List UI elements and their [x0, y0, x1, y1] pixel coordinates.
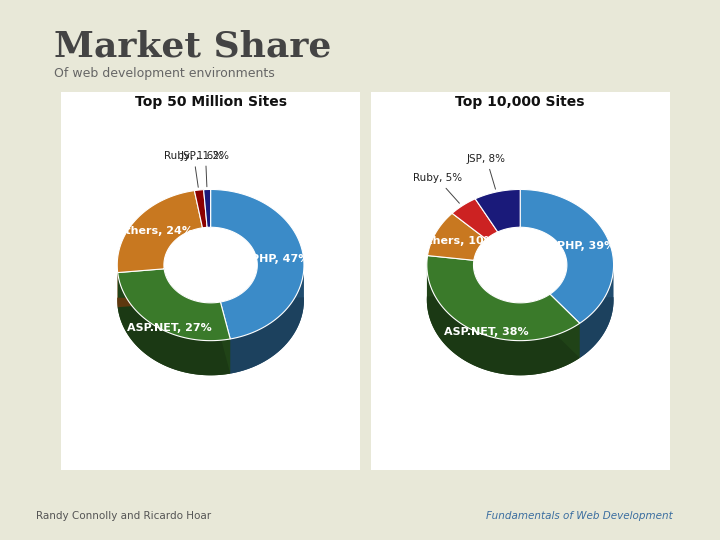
- Polygon shape: [427, 262, 580, 375]
- Polygon shape: [580, 262, 613, 358]
- Polygon shape: [164, 269, 220, 338]
- Text: PHP, 47%: PHP, 47%: [251, 254, 310, 264]
- Text: Ruby, 1.6%: Ruby, 1.6%: [164, 151, 223, 187]
- Text: Market Share: Market Share: [54, 30, 331, 64]
- Polygon shape: [474, 264, 550, 338]
- Text: JSP, 1.2%: JSP, 1.2%: [181, 151, 230, 187]
- Text: Top 10,000 Sites: Top 10,000 Sites: [456, 95, 585, 109]
- Text: ASP.NET, 27%: ASP.NET, 27%: [127, 323, 212, 333]
- Text: Randy Connolly and Ricardo Hoar: Randy Connolly and Ricardo Hoar: [36, 511, 211, 521]
- Polygon shape: [220, 264, 257, 336]
- Polygon shape: [211, 190, 304, 339]
- Text: Others, 24%: Others, 24%: [116, 226, 193, 236]
- Polygon shape: [230, 262, 304, 374]
- Polygon shape: [427, 296, 580, 375]
- Polygon shape: [204, 190, 211, 227]
- Text: Ruby, 5%: Ruby, 5%: [413, 173, 462, 203]
- Polygon shape: [520, 190, 613, 323]
- Polygon shape: [475, 190, 520, 232]
- Polygon shape: [427, 255, 580, 341]
- Polygon shape: [550, 297, 613, 358]
- Polygon shape: [117, 191, 202, 273]
- Text: Top 50 Million Sites: Top 50 Million Sites: [135, 95, 287, 109]
- Polygon shape: [550, 264, 567, 329]
- Polygon shape: [194, 190, 207, 228]
- Polygon shape: [428, 213, 486, 260]
- Text: JSP, 8%: JSP, 8%: [467, 154, 506, 189]
- Polygon shape: [220, 298, 304, 374]
- Polygon shape: [117, 273, 230, 375]
- Polygon shape: [117, 269, 230, 341]
- Text: Others, 10%: Others, 10%: [418, 236, 495, 246]
- Polygon shape: [117, 303, 230, 375]
- Polygon shape: [452, 199, 498, 239]
- Polygon shape: [117, 298, 164, 307]
- Text: PHP, 39%: PHP, 39%: [557, 241, 615, 251]
- Text: Of web development environments: Of web development environments: [54, 68, 275, 80]
- Text: ASP.NET, 38%: ASP.NET, 38%: [444, 327, 528, 337]
- Text: Fundamentals of Web Development: Fundamentals of Web Development: [487, 511, 673, 521]
